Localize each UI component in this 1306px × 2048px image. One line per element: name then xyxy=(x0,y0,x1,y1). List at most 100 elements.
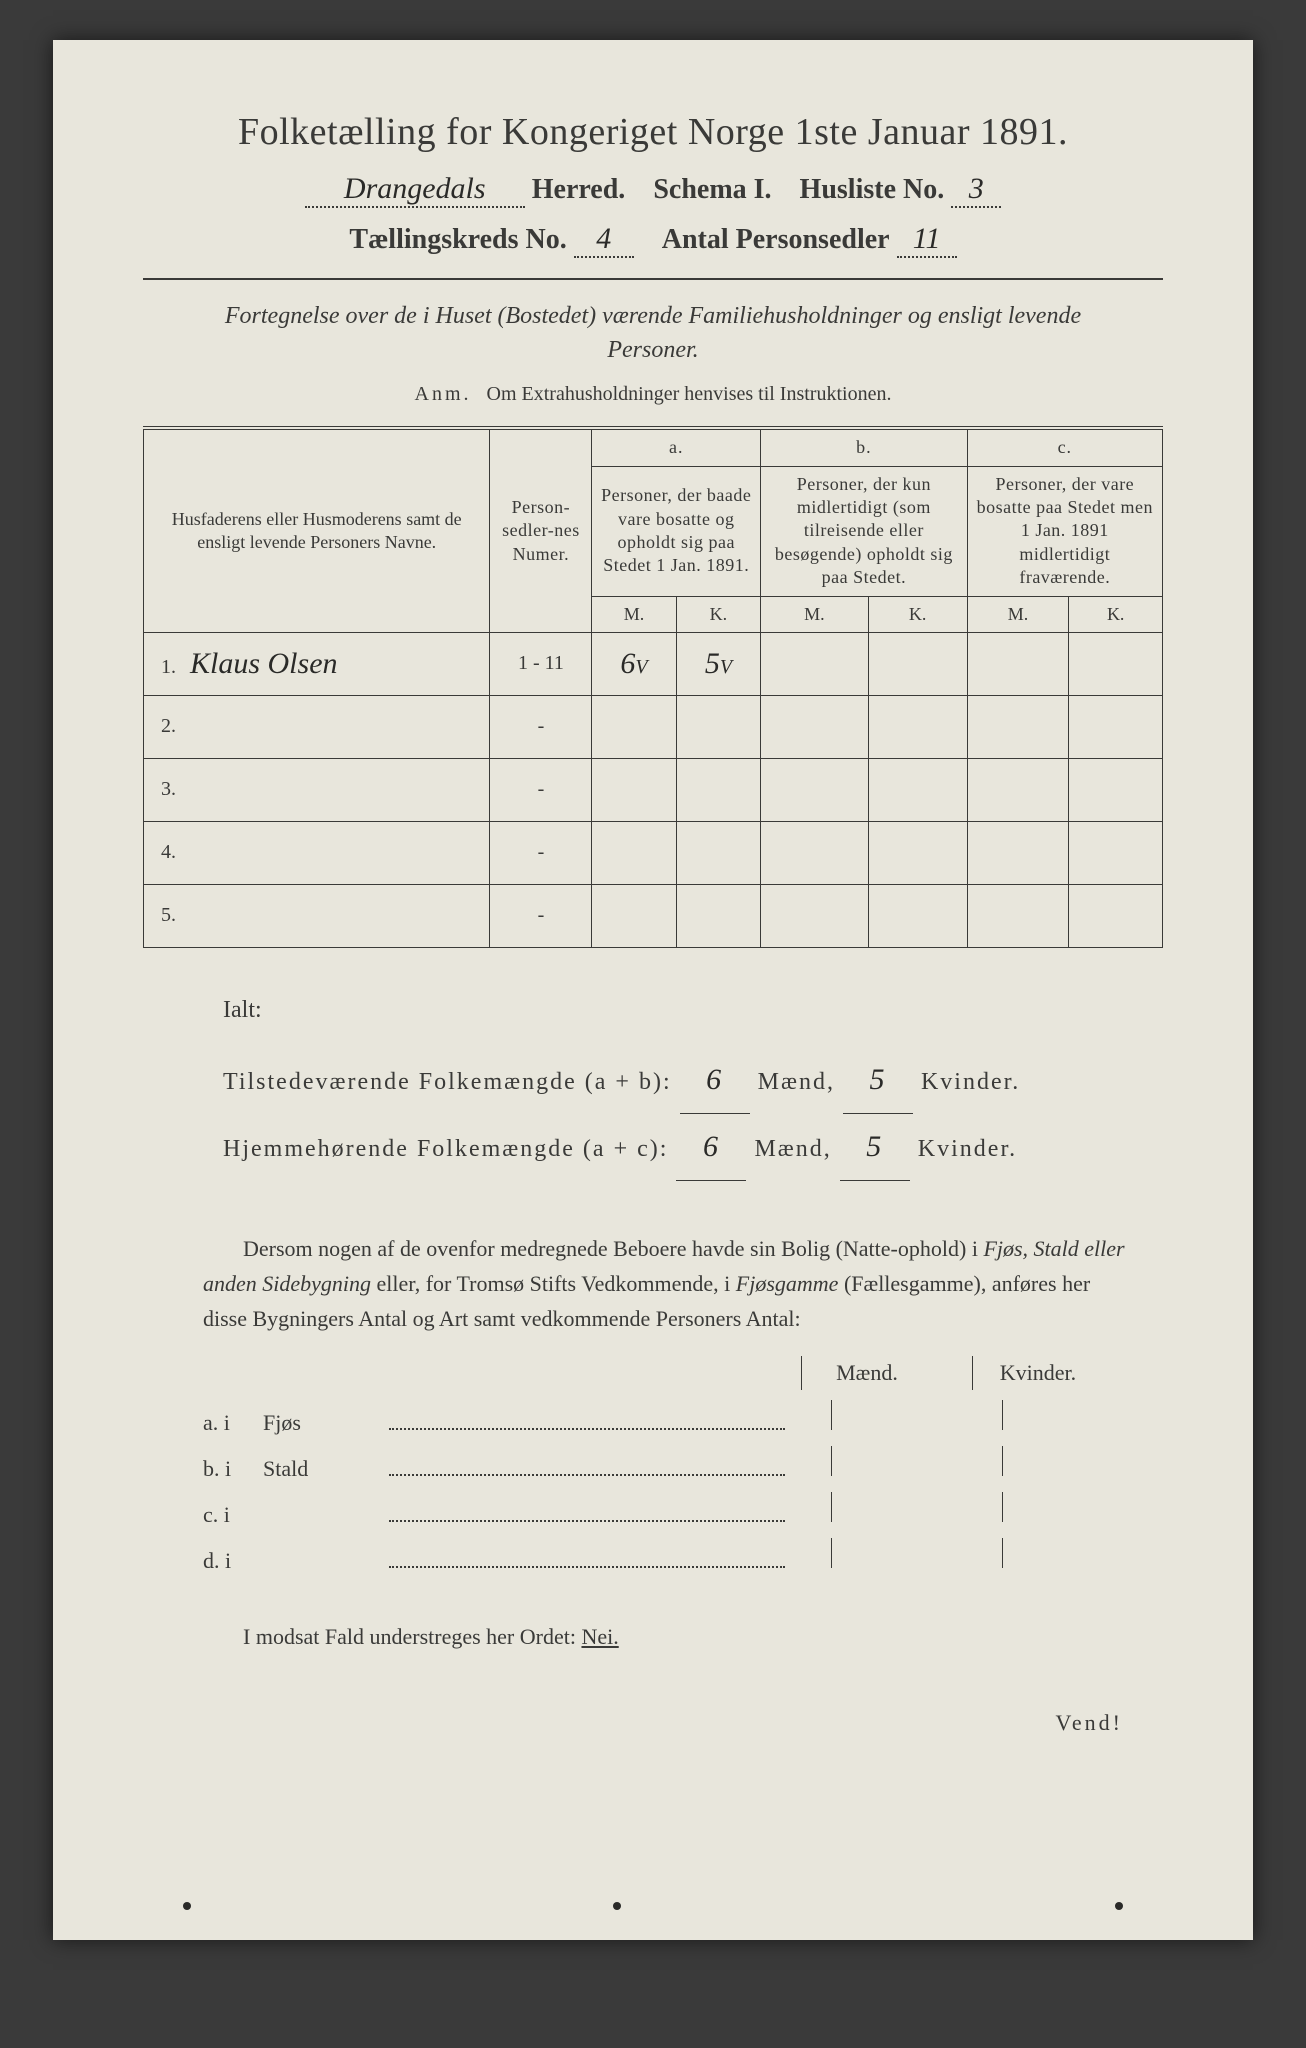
anm-label: Anm. xyxy=(415,383,472,405)
col-c-m: M. xyxy=(967,596,1069,632)
row-value-cell xyxy=(868,821,967,884)
row-value-cell xyxy=(676,884,760,947)
row-value-cell: - xyxy=(490,695,592,758)
header-line-2: Tællingskreds No. 4 Antal Personsedler 1… xyxy=(143,222,1163,258)
building-header: Mænd. Kvinder. xyxy=(203,1356,1133,1390)
nei-word: Nei. xyxy=(581,1624,618,1649)
row-name-cell: 4. xyxy=(144,821,490,884)
row-value-cell xyxy=(967,821,1069,884)
row-value-cell: 1 - 11 xyxy=(490,632,592,695)
table-row: 4.- xyxy=(144,821,1163,884)
building-row: c. i xyxy=(203,1492,1133,1528)
row-value-cell xyxy=(761,821,869,884)
building-header-k: Kvinder. xyxy=(972,1356,1103,1390)
schema-label: Schema I. xyxy=(653,174,771,205)
personsedler-label: Antal Personsedler xyxy=(662,224,890,255)
row-value-cell xyxy=(1069,695,1163,758)
row-name-cell: 3. xyxy=(144,758,490,821)
personsedler-value: 11 xyxy=(913,222,941,256)
col-a-label: a. xyxy=(592,428,761,466)
kreds-value: 4 xyxy=(596,222,611,256)
ialt-label: Ialt: xyxy=(223,984,1163,1037)
pinhole-icon xyxy=(1115,1902,1123,1910)
row-value-cell xyxy=(868,884,967,947)
subtitle: Fortegnelse over de i Huset (Bostedet) v… xyxy=(203,300,1103,367)
row-value-cell: - xyxy=(490,758,592,821)
row-value-cell xyxy=(676,821,760,884)
total-line-2: Hjemmehørende Folkemængde (a + c): 6 Mæn… xyxy=(223,1114,1163,1181)
building-paragraph: Dersom nogen af de ovenfor medregnede Be… xyxy=(203,1231,1133,1337)
herred-value: Drangedals xyxy=(344,172,486,206)
col-a-m: M. xyxy=(592,596,676,632)
row-value-cell: 6V xyxy=(592,632,676,695)
husliste-label: Husliste No. xyxy=(800,174,945,205)
col-a-k: K. xyxy=(676,596,760,632)
row-name-cell: 5. xyxy=(144,884,490,947)
row-value-cell xyxy=(761,758,869,821)
building-row: a. iFjøs xyxy=(203,1400,1133,1436)
row-value-cell xyxy=(761,884,869,947)
table-row: 5.- xyxy=(144,884,1163,947)
building-header-m: Mænd. xyxy=(801,1356,932,1390)
row-value-cell xyxy=(761,695,869,758)
kreds-label: Tællingskreds No. xyxy=(349,224,566,255)
table-row: 1.Klaus Olsen1 - 116V5V xyxy=(144,632,1163,695)
header-line-1: Drangedals Herred. Schema I. Husliste No… xyxy=(143,172,1163,208)
col-c-label: c. xyxy=(967,428,1162,466)
col-name-header: Husfaderens eller Husmoderens samt de en… xyxy=(144,428,490,632)
col-b-m: M. xyxy=(761,596,869,632)
row-value-cell xyxy=(1069,884,1163,947)
totals-section: Ialt: Tilstedeværende Folkemængde (a + b… xyxy=(223,984,1163,1181)
row-value-cell xyxy=(868,632,967,695)
row-value-cell xyxy=(592,695,676,758)
col-b-header: Personer, der kun midlertidigt (som tilr… xyxy=(761,466,968,596)
col-c-k: K. xyxy=(1069,596,1163,632)
row-value-cell xyxy=(676,695,760,758)
building-section: Mænd. Kvinder. a. iFjøs b. iStald c. i d. i xyxy=(203,1356,1133,1574)
pinhole-icon xyxy=(183,1902,191,1910)
row-value-cell xyxy=(967,632,1069,695)
vend-label: Vend! xyxy=(143,1710,1123,1736)
row-value-cell: 5V xyxy=(676,632,760,695)
row-value-cell xyxy=(592,758,676,821)
total1-m: 6 xyxy=(706,1047,723,1113)
total-line-1: Tilstedeværende Folkemængde (a + b): 6 M… xyxy=(223,1047,1163,1114)
household-table: Husfaderens eller Husmoderens samt de en… xyxy=(143,426,1163,948)
row-name-cell: 2. xyxy=(144,695,490,758)
row-value-cell xyxy=(868,758,967,821)
form-title: Folketælling for Kongeriget Norge 1ste J… xyxy=(143,110,1163,154)
building-row: d. i xyxy=(203,1538,1133,1574)
row-name-cell: 1.Klaus Olsen xyxy=(144,632,490,695)
row-value-cell xyxy=(967,884,1069,947)
row-value-cell xyxy=(676,758,760,821)
row-value-cell: - xyxy=(490,884,592,947)
divider xyxy=(143,278,1163,280)
total2-k: 5 xyxy=(866,1114,883,1180)
col-person-header: Person-sedler-nes Numer. xyxy=(490,428,592,632)
row-value-cell xyxy=(761,632,869,695)
row-value-cell xyxy=(592,821,676,884)
col-b-label: b. xyxy=(761,428,968,466)
total2-m: 6 xyxy=(703,1114,720,1180)
anm-text: Om Extrahusholdninger henvises til Instr… xyxy=(487,383,892,405)
col-b-k: K. xyxy=(868,596,967,632)
herred-label: Herred. xyxy=(532,174,626,205)
census-form-page: Folketælling for Kongeriget Norge 1ste J… xyxy=(53,40,1253,1940)
anm-line: Anm. Om Extrahusholdninger henvises til … xyxy=(143,383,1163,406)
final-line: I modsat Fald understreges her Ordet: Ne… xyxy=(243,1624,1163,1650)
row-value-cell xyxy=(967,695,1069,758)
row-value-cell xyxy=(967,758,1069,821)
total1-k: 5 xyxy=(869,1047,886,1113)
row-value-cell xyxy=(1069,632,1163,695)
col-a-header: Personer, der baade vare bosatte og opho… xyxy=(592,466,761,596)
row-value-cell xyxy=(868,695,967,758)
building-row: b. iStald xyxy=(203,1446,1133,1482)
table-row: 2.- xyxy=(144,695,1163,758)
row-value-cell xyxy=(1069,821,1163,884)
pinhole-icon xyxy=(613,1902,621,1910)
row-value-cell xyxy=(1069,758,1163,821)
table-row: 3.- xyxy=(144,758,1163,821)
row-value-cell: - xyxy=(490,821,592,884)
col-c-header: Personer, der vare bosatte paa Stedet me… xyxy=(967,466,1162,596)
husliste-value: 3 xyxy=(969,172,984,206)
